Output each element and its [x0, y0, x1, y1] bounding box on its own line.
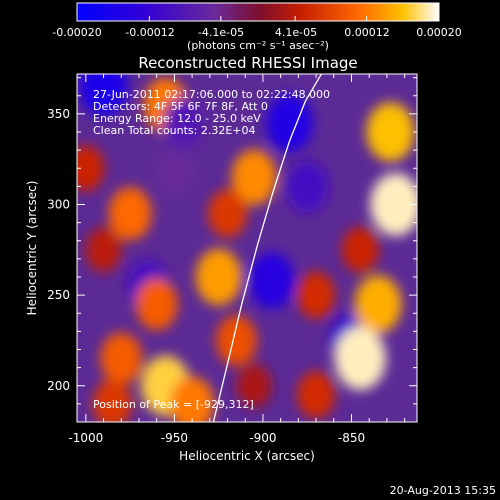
- annotation-peak: Position of Peak = [-929,312]: [93, 398, 254, 411]
- colorbar-tick-labels: -0.00020 -0.00012 -4.1e-05 4.1e-05 0.000…: [52, 26, 461, 39]
- colorbar: [76, 2, 440, 22]
- heatmap-blob: [231, 149, 277, 206]
- solar-limb-curve: [212, 74, 322, 422]
- colorbar-ticks: [76, 16, 440, 21]
- y-axis-label: Heliocentric Y (arcsec): [25, 181, 39, 316]
- x-tick-label: -850: [338, 431, 365, 445]
- heatmap-blob: [170, 376, 215, 422]
- annotation-energy: Energy Range: 12.0 - 25.0 keV: [93, 112, 261, 125]
- heatmap-blob: [79, 74, 128, 117]
- colorbar-tick-label: 0.00012: [344, 26, 390, 39]
- heatmap-blob: [215, 315, 257, 366]
- heatmap-blob: [286, 160, 329, 213]
- heatmap-blob: [108, 186, 152, 241]
- heatmap-field: [77, 74, 417, 422]
- heatmap-blob: [163, 98, 204, 148]
- heatmap-blob: [266, 93, 313, 152]
- x-tick-label: -1000: [68, 431, 103, 445]
- heatmap-blob: [195, 248, 242, 306]
- heatmap-blob: [370, 173, 417, 236]
- heatmap-blob: [297, 371, 336, 419]
- heatmap-blob: [77, 145, 105, 192]
- heatmap-blob: [92, 379, 132, 422]
- heatmap-blob: [135, 278, 178, 331]
- annotation-detectors: Detectors: 4F 5F 6F 7F 8F, Att 0: [93, 100, 268, 113]
- chart-title: Reconstructed RHESSI Image: [138, 54, 357, 72]
- x-tick-label: -950: [161, 431, 188, 445]
- y-tick-label: 200: [47, 379, 70, 393]
- colorbar-tick-label: -0.00020: [52, 26, 101, 39]
- y-tick-label: 250: [47, 288, 70, 302]
- heatmap-blob: [341, 226, 379, 273]
- y-tick-label: 350: [47, 107, 70, 121]
- colorbar-tick-label: -0.00012: [125, 26, 174, 39]
- x-tick-label: -900: [249, 431, 276, 445]
- plot-frame: [76, 73, 418, 423]
- y-tick-label: 300: [47, 198, 70, 212]
- heatmap-blob: [366, 102, 415, 162]
- annotation-time-range: 27-Jun-2011 02:17:06.000 to 02:22:48.000: [93, 88, 330, 101]
- x-axis-label: Heliocentric X (arcsec): [179, 449, 315, 463]
- heatmap-blob: [100, 332, 143, 385]
- axis-ticks: [77, 74, 417, 422]
- footer-timestamp: 20-Aug-2013 15:35: [390, 484, 496, 497]
- colorbar-unit-label: (photons cm⁻² s⁻¹ asec⁻²): [187, 39, 329, 52]
- heatmap-blob: [297, 271, 336, 319]
- heatmap-blob: [208, 189, 248, 238]
- heatmap-blob: [334, 327, 386, 390]
- colorbar-tick-label: -4.1e-05: [198, 26, 244, 39]
- annotation-clean: Clean Total counts: 2.32E+04: [93, 124, 256, 137]
- colorbar-tick-label: 4.1e-05: [275, 26, 317, 39]
- heatmap-blob: [155, 148, 193, 195]
- colorbar-tick-label: 0.00020: [416, 26, 462, 39]
- heatmap-blob: [354, 275, 402, 334]
- heatmap-blob: [248, 252, 295, 310]
- heatmap-blob: [236, 363, 272, 408]
- heatmap-blob: [85, 227, 122, 273]
